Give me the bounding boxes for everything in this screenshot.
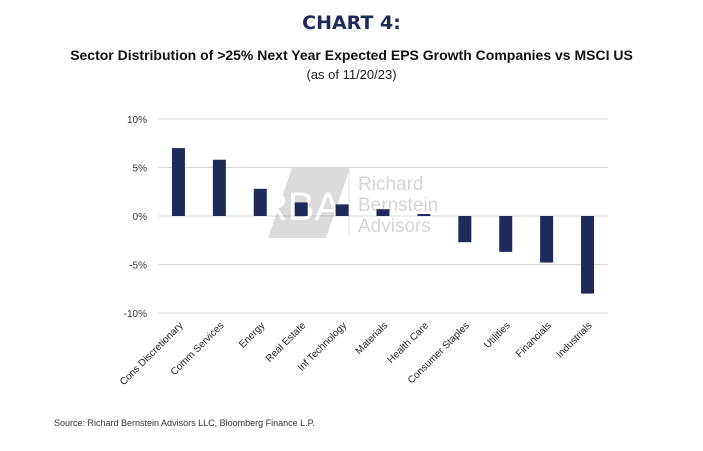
y-tick-label: -10% — [124, 309, 147, 320]
x-category-label: Materials — [354, 320, 390, 356]
x-category-label: Real Estate — [264, 320, 309, 365]
y-axis-ticks: 10% 5% 0% -5% -10% — [124, 115, 147, 320]
bar — [499, 216, 513, 252]
bar — [253, 188, 267, 216]
x-category-label: Utilities — [482, 320, 513, 351]
bar — [417, 214, 431, 216]
watermark-logo: RBA Richard Bernstein Advisors — [259, 168, 438, 238]
y-tick-label: 0% — [133, 212, 148, 223]
x-category-label: Industrials — [555, 320, 595, 360]
gridlines — [158, 118, 608, 314]
chart-title: CHART 4: — [302, 12, 401, 34]
bar — [540, 216, 554, 263]
y-tick-label: 5% — [133, 164, 148, 175]
as-of-date: (as of 11/20/23) — [306, 67, 397, 82]
bar — [581, 216, 595, 294]
x-category-label: Financials — [514, 320, 554, 360]
svg-text:Advisors: Advisors — [358, 216, 431, 237]
svg-text:Richard: Richard — [358, 174, 423, 195]
bar — [335, 204, 349, 216]
source-note: Source: Richard Bernstein Advisors LLC, … — [54, 418, 315, 428]
y-tick-label: 10% — [127, 115, 147, 126]
x-category-label: Energy — [237, 320, 267, 350]
bar — [212, 159, 226, 216]
chart-subtitle: Sector Distribution of >25% Next Year Ex… — [70, 47, 633, 63]
bar — [171, 148, 185, 216]
bar — [376, 209, 390, 216]
y-tick-label: -5% — [129, 261, 147, 272]
bar — [294, 202, 308, 216]
bar — [458, 216, 472, 243]
svg-text:Bernstein: Bernstein — [358, 195, 438, 216]
bars — [171, 148, 595, 294]
